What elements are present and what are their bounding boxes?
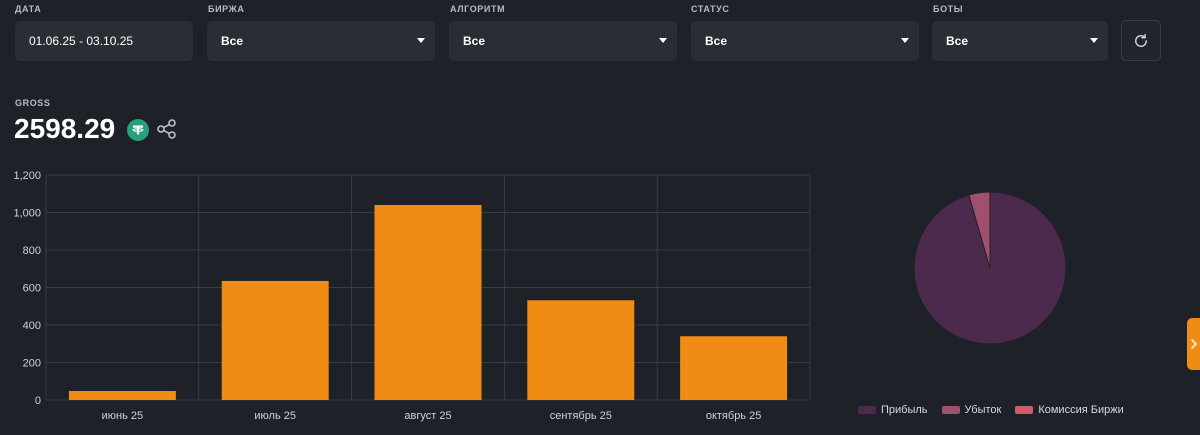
x-tick-label: август 25 bbox=[404, 410, 451, 422]
status-select[interactable]: Все bbox=[691, 21, 919, 61]
y-tick-label: 800 bbox=[23, 245, 41, 257]
algorithm-select[interactable]: Все bbox=[449, 21, 677, 61]
bots-select-value: Все bbox=[946, 34, 969, 48]
x-tick-label: июль 25 bbox=[254, 410, 296, 422]
algorithm-select-value: Все bbox=[463, 34, 486, 48]
gross-value: 2598.29 bbox=[14, 113, 116, 144]
monthly-bar-chart: 0 200 400 600 800 1,000 1,200 июнь 25 июль 25 авг… bbox=[13, 170, 811, 422]
bar[interactable] bbox=[374, 205, 482, 400]
legend-label: Комиссия Биржи bbox=[1038, 404, 1124, 416]
y-tick-label: 0 bbox=[35, 395, 41, 407]
side-panel-toggle[interactable] bbox=[1187, 318, 1200, 370]
algorithm-filter-label: АЛГОРИТМ bbox=[450, 4, 506, 14]
gross-label: GROSS bbox=[15, 98, 51, 108]
bar[interactable] bbox=[68, 391, 176, 400]
bots-select[interactable]: Все bbox=[932, 21, 1108, 61]
x-tick-label: сентябрь 25 bbox=[550, 410, 612, 422]
date-filter-label: ДАТА bbox=[15, 4, 42, 14]
tether-icon bbox=[127, 119, 149, 141]
share-icon bbox=[157, 119, 176, 139]
share-button[interactable] bbox=[156, 118, 178, 145]
bots-filter-label: БОТЫ bbox=[933, 4, 964, 14]
y-tick-label: 400 bbox=[23, 320, 41, 332]
bar[interactable] bbox=[527, 300, 635, 400]
refresh-icon bbox=[1135, 33, 1147, 47]
legend-swatch bbox=[941, 406, 960, 414]
legend-swatch bbox=[1015, 406, 1034, 414]
bar[interactable] bbox=[221, 280, 329, 400]
legend-item[interactable]: Комиссия Биржи bbox=[1015, 404, 1124, 416]
date-range-value: 01.06.25 - 03.10.25 bbox=[29, 34, 134, 48]
exchange-select[interactable]: Все bbox=[207, 21, 435, 61]
y-tick-label: 600 bbox=[23, 283, 41, 295]
y-tick-label: 1,000 bbox=[13, 208, 41, 220]
chevron-down-icon bbox=[659, 38, 667, 43]
x-tick-label: июнь 25 bbox=[102, 410, 144, 422]
exchange-filter-label: БИРЖА bbox=[208, 4, 245, 14]
chevron-down-icon bbox=[1090, 38, 1098, 43]
chevron-down-icon bbox=[901, 38, 909, 43]
x-tick-label: октябрь 25 bbox=[706, 410, 762, 422]
legend-swatch bbox=[858, 406, 876, 414]
exchange-select-value: Все bbox=[221, 34, 244, 48]
status-select-value: Все bbox=[705, 34, 728, 48]
legend-label: Прибыль bbox=[881, 404, 928, 416]
pie-legend: Прибыль Убыток Комиссия Биржи bbox=[858, 404, 1124, 416]
chevron-right-icon bbox=[1190, 339, 1197, 349]
refresh-button[interactable] bbox=[1121, 20, 1161, 61]
bar[interactable] bbox=[680, 336, 788, 400]
status-filter-label: СТАТУС bbox=[691, 4, 730, 14]
legend-label: Убыток bbox=[964, 404, 1002, 416]
filters-bar: ДАТА 01.06.25 - 03.10.25 БИРЖА Все АЛГОР… bbox=[0, 0, 1200, 70]
legend-item[interactable]: Убыток bbox=[941, 404, 1002, 416]
pie-slice[interactable] bbox=[968, 191, 991, 269]
chevron-down-icon bbox=[417, 38, 425, 43]
date-range-input[interactable]: 01.06.25 - 03.10.25 bbox=[15, 21, 193, 61]
y-tick-label: 200 bbox=[23, 358, 41, 370]
legend-item[interactable]: Прибыль bbox=[858, 404, 928, 416]
y-tick-label: 1,200 bbox=[13, 170, 41, 182]
pnl-pie-chart bbox=[913, 191, 1067, 345]
